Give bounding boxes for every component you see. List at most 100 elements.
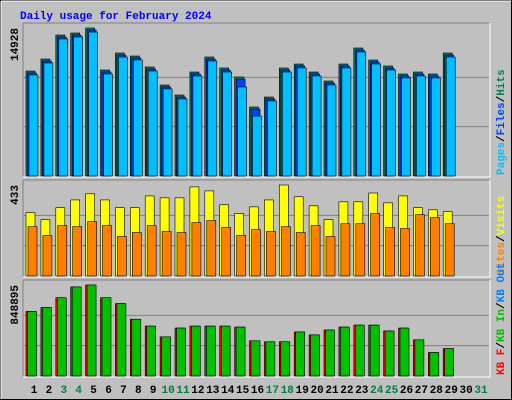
bar — [88, 31, 98, 177]
legend-entry: KB Out — [496, 263, 508, 303]
bar — [281, 71, 292, 177]
bar — [27, 311, 37, 377]
bar — [310, 334, 320, 377]
bar — [430, 77, 441, 177]
bar — [341, 67, 352, 177]
bar — [102, 225, 112, 277]
x-tick-label: 13 — [206, 385, 220, 397]
bar — [56, 297, 67, 377]
bar — [370, 213, 381, 277]
x-tick-label: 25 — [385, 385, 399, 397]
y-tick-label: 848895 — [10, 285, 22, 325]
x-tick-label: 24 — [370, 385, 384, 397]
bar — [58, 38, 69, 177]
bar — [310, 225, 321, 277]
x-tick-label: 31 — [474, 385, 488, 397]
bar — [296, 67, 307, 177]
bar — [207, 60, 218, 177]
x-tick-label: 10 — [161, 385, 174, 397]
x-tick-label: 21 — [325, 385, 339, 397]
bar — [27, 226, 38, 277]
bar — [280, 341, 291, 377]
legend-entry: Files — [496, 102, 508, 135]
legend-entry: Visits — [496, 196, 508, 236]
x-tick-label: 17 — [266, 385, 279, 397]
legend-separator: / — [496, 135, 508, 142]
x-tick-label: 27 — [415, 385, 428, 397]
x-tick-label: 16 — [251, 385, 264, 397]
x-tick-label: 23 — [355, 385, 369, 397]
bar — [429, 352, 440, 377]
bar — [177, 98, 188, 177]
bar — [250, 340, 261, 377]
bar — [146, 225, 157, 277]
x-tick-label: 15 — [236, 385, 250, 397]
y-tick-label: 14928 — [10, 28, 22, 61]
bar — [401, 77, 411, 177]
bar — [266, 231, 276, 277]
bar — [295, 331, 306, 377]
bar — [251, 229, 261, 277]
legend-separator: / — [496, 302, 508, 309]
legend: Pages/Files/Hits — [496, 69, 508, 175]
legend-separator: / — [496, 235, 508, 242]
x-tick-label: 19 — [296, 385, 309, 397]
legend-entry: Hits — [496, 69, 508, 95]
bar — [295, 232, 306, 277]
x-tick-label: 12 — [191, 385, 204, 397]
y-tick-label: 433 — [10, 185, 22, 205]
bar — [161, 231, 172, 277]
bar — [371, 63, 382, 177]
bar — [311, 75, 322, 177]
legend-entry: Pages — [496, 142, 508, 175]
bar — [414, 339, 425, 377]
bar — [415, 214, 425, 277]
bar — [116, 303, 127, 377]
x-tick-label: 6 — [105, 385, 112, 397]
x-tick-label: 18 — [281, 385, 295, 397]
bar — [71, 286, 82, 377]
legend-separator: / — [496, 95, 508, 102]
bar — [206, 220, 217, 277]
bar — [206, 325, 216, 377]
x-tick-label: 3 — [60, 385, 67, 397]
bar — [222, 71, 232, 177]
x-tick-label: 20 — [310, 385, 323, 397]
bar — [235, 326, 246, 377]
x-tick-label: 9 — [150, 385, 157, 397]
bar — [356, 51, 367, 177]
bar — [237, 86, 247, 177]
bar — [176, 327, 186, 377]
bar — [325, 329, 335, 377]
x-tick-label: 30 — [459, 385, 472, 397]
bar — [265, 341, 276, 377]
x-tick-label: 26 — [400, 385, 413, 397]
x-tick-label: 2 — [46, 385, 53, 397]
bar — [252, 115, 262, 177]
bar — [355, 223, 366, 277]
bar — [161, 336, 171, 377]
bar — [87, 221, 97, 277]
bar — [384, 330, 395, 377]
bar — [86, 284, 97, 377]
bar — [162, 88, 173, 177]
x-tick-label: 4 — [75, 385, 82, 397]
bar — [103, 73, 113, 177]
chart-title: Daily usage for February 2024 — [20, 11, 212, 23]
bar — [444, 348, 455, 377]
x-tick-label: 29 — [445, 385, 458, 397]
bar — [147, 70, 158, 177]
bar — [221, 227, 231, 277]
bar — [101, 297, 112, 377]
x-tick-label: 5 — [90, 385, 97, 397]
bar — [42, 307, 52, 377]
bar — [220, 325, 231, 377]
bar — [416, 75, 426, 177]
bar — [400, 228, 410, 277]
legend-separator: / — [496, 342, 508, 349]
bar — [399, 327, 410, 377]
bar — [118, 56, 128, 177]
bar — [176, 232, 187, 277]
bar — [191, 325, 201, 377]
bar — [445, 56, 456, 177]
